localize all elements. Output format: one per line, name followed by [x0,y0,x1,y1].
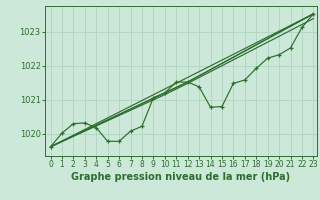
X-axis label: Graphe pression niveau de la mer (hPa): Graphe pression niveau de la mer (hPa) [71,172,290,182]
